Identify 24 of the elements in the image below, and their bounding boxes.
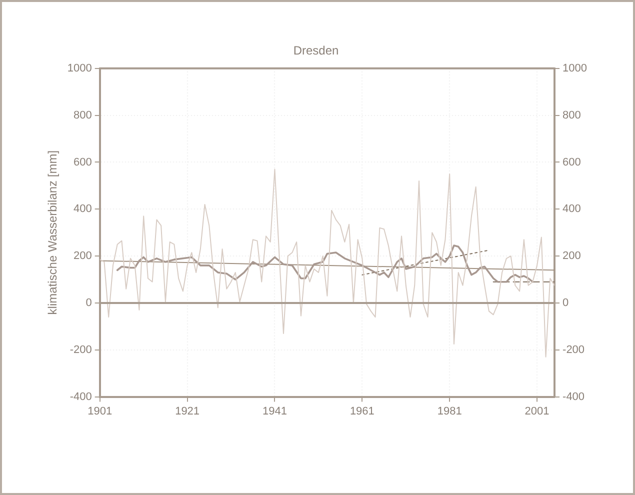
x-tick-label: 1941 [262, 405, 287, 418]
y-tick-label: 600 [74, 156, 92, 168]
y-tick-label: 400 [74, 203, 92, 216]
x-tick-label: 2001 [524, 405, 550, 418]
y-tick-label: 800 [74, 109, 92, 122]
y-tick-label: 1000 [67, 62, 92, 74]
x-tick-label: 1961 [350, 405, 374, 418]
y2-tick-label: 200 [562, 250, 581, 262]
y2-tick-label: 400 [562, 203, 581, 216]
chart-title: Dresden [293, 44, 339, 58]
y-tick-label: 200 [74, 250, 92, 262]
y-axis-title: klimatische Wasserbilanz [mm] [46, 150, 60, 315]
y2-tick-label: 600 [562, 156, 581, 168]
y2-tick-label: 1000 [562, 62, 588, 74]
y2-tick-label: 800 [562, 109, 581, 122]
y-tick-label: 0 [86, 297, 92, 310]
y-tick-label: -200 [70, 344, 92, 356]
y2-tick-label: 0 [562, 297, 569, 310]
y2-tick-label: -200 [562, 344, 585, 356]
y2-tick-label: -400 [562, 390, 585, 403]
x-tick-label: 1981 [437, 405, 462, 418]
x-tick-label: 1921 [175, 405, 200, 418]
y-tick-label: -400 [70, 390, 92, 403]
x-tick-label: 1901 [88, 405, 112, 418]
